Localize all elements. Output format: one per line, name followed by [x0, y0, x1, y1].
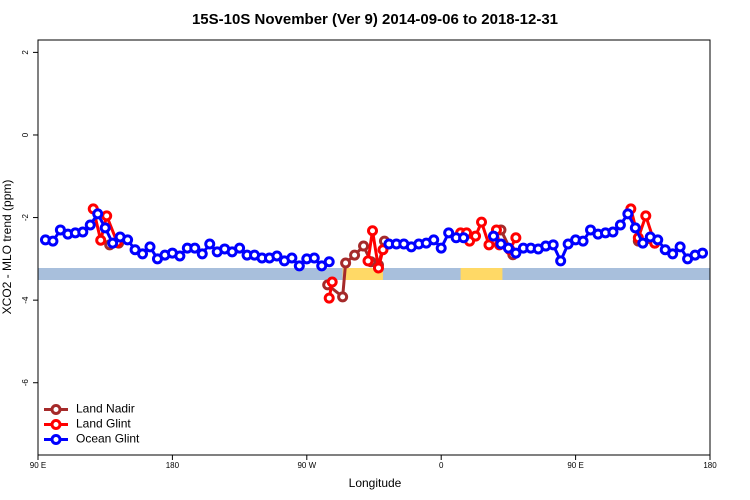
series-point: [349, 249, 361, 261]
series-point: [640, 210, 652, 222]
x-tick-label: 180: [166, 461, 180, 470]
series-point: [326, 276, 338, 288]
series-point: [308, 252, 320, 264]
series-point: [483, 239, 495, 251]
series-point: [84, 219, 96, 231]
series-point: [510, 232, 522, 244]
series-point: [577, 235, 589, 247]
series-point: [555, 255, 567, 267]
series-point: [443, 227, 455, 239]
legend-label: Land Glint: [76, 417, 131, 431]
series-point: [476, 216, 488, 228]
y-tick-label: -4: [21, 296, 30, 304]
series-point: [470, 230, 482, 242]
series-point: [629, 222, 641, 234]
series-point: [234, 242, 246, 254]
legend-label: Land Nadir: [76, 402, 135, 416]
series-point: [458, 232, 470, 244]
series-point: [137, 248, 149, 260]
series-point: [144, 241, 156, 253]
series-point: [323, 292, 335, 304]
y-tick-label: 2: [21, 50, 30, 55]
x-tick-label: 180: [703, 461, 717, 470]
x-tick-label: 0: [439, 461, 444, 470]
series-point: [47, 235, 59, 247]
series-point: [697, 247, 709, 259]
series-point: [614, 219, 626, 231]
series-point: [607, 226, 619, 238]
series-point: [510, 247, 522, 259]
series-point: [99, 222, 111, 234]
series-point: [286, 252, 298, 264]
series-point: [189, 242, 201, 254]
legend-marker: [50, 419, 62, 430]
series-point: [340, 257, 352, 269]
series-point: [271, 250, 283, 262]
series-line: [366, 230, 385, 269]
x-tick-label: 90 E: [567, 461, 583, 470]
legend-label: Ocean Glint: [76, 432, 140, 446]
y-tick-label: -6: [21, 379, 30, 387]
y-tick-label: 0: [21, 132, 30, 137]
legend-marker: [50, 404, 62, 415]
series-point: [122, 234, 134, 246]
series-point: [204, 238, 216, 250]
series-point: [367, 225, 379, 237]
series-point: [101, 210, 113, 222]
series-point: [77, 226, 89, 238]
land-span: [342, 268, 383, 280]
series-point: [95, 234, 107, 246]
series-point: [174, 250, 186, 262]
series-point: [92, 208, 104, 220]
series-point: [362, 255, 374, 267]
x-tick-label: 90 E: [30, 461, 46, 470]
series-point: [652, 234, 664, 246]
series-point: [337, 291, 349, 303]
x-tick-label: 90 W: [297, 461, 316, 470]
chart-title: 15S-10S November (Ver 9) 2014-09-06 to 2…: [192, 11, 558, 28]
series-point: [372, 262, 384, 274]
series-point: [547, 239, 559, 251]
series-point: [358, 240, 370, 252]
y-axis-label: XCO2 - MLO trend (ppm): [0, 180, 14, 315]
series-point: [674, 241, 686, 253]
series-point: [502, 242, 514, 254]
series-point: [622, 208, 634, 220]
series-point: [293, 260, 305, 272]
y-tick-label: -2: [21, 213, 30, 221]
series-point: [323, 256, 335, 268]
x-axis-label: Longitude: [349, 476, 402, 490]
series-point: [196, 248, 208, 260]
series-point: [107, 237, 119, 249]
series-point: [487, 230, 499, 242]
series-point: [667, 248, 679, 260]
series-point: [435, 242, 447, 254]
land-span: [460, 268, 503, 280]
legend-marker: [50, 434, 62, 445]
plot-frame: [37, 39, 711, 456]
series-point: [637, 237, 649, 249]
series-point: [428, 234, 440, 246]
